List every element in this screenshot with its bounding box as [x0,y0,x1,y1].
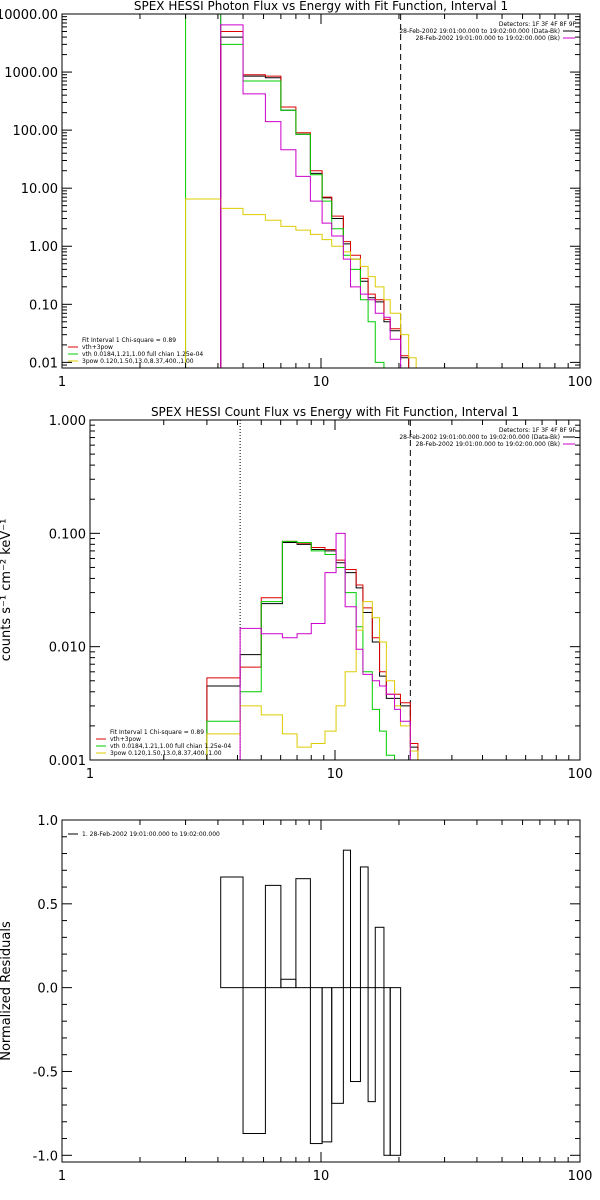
y-tick-label: 10000.00 [0,8,58,23]
plot-area [220,849,402,1156]
y-tick-label: 1.0 [37,814,58,829]
residual-bar [220,876,244,989]
residual-bar [264,884,282,989]
residual-bar [374,926,385,989]
y-tick-label: 0.5 [37,898,58,913]
legend-entry: vth 0.0184,1.21,1.00 full chian 1.25e-04 [82,351,203,358]
series-step-2 [220,30,410,368]
series-step-5 [220,24,402,368]
residual-bar [350,987,361,1083]
legend-entry: 3pow 0.120,1.50,13.0,8.37,400.,1.00 [82,358,194,365]
x-tick-label: 10 [313,1169,330,1184]
y-axis-label: counts s⁻¹ cm⁻² keV⁻¹ [0,519,14,662]
header-line: Detectors: 1F 3F 4F 8F 9F [499,427,577,434]
header-line: 28-Feb-2002 19:01:00.000 to 19:02:00.000… [399,434,560,441]
residual-bar [321,987,333,1143]
chart-title: SPEX HESSI Photon Flux vs Energy with Fi… [134,0,508,13]
series-step-1 [220,36,410,368]
y-tick-label: 1.00 [29,240,58,255]
y-tick-label: 1000.00 [4,66,58,81]
y-tick-label: 10.00 [21,182,58,197]
x-tick-label: 100 [568,1169,593,1184]
x-tick-label: 100 [568,767,593,782]
header-line: Detectors: 1F 3F 4F 8F 9F [499,21,577,28]
residual-bar [309,987,323,1145]
panel-3: 1 10 100 1.0 0.5 0.0 -0.5 -1.0 Normalized Residu… [0,814,592,1184]
residual-bar [280,978,297,989]
legend-entry: 1. 28-Feb-2002 19:01:00.000 to 19:02:00.… [82,831,220,838]
legend-entry: vth+3pow [82,344,113,351]
y-tick-label: -0.5 [33,1065,58,1080]
residual-bar [389,987,402,1156]
residual-bar [331,987,344,1104]
x-tick-label: 100 [568,375,593,390]
chart-title: SPEX HESSI Count Flux vs Energy with Fit… [151,405,519,419]
series-step-4 [206,601,419,760]
y-tick-label: 0.010 [49,641,86,656]
panel-1: SPEX HESSI Photon Flux vs Energy with Fi… [0,0,592,390]
x-tick-label: 10 [313,375,330,390]
residual-bar [383,987,391,1156]
y-tick-label: 100.00 [13,124,59,139]
residual-bar [367,987,376,1103]
y-tick-label: 0.0 [37,982,58,997]
plot-frame [61,819,581,1163]
series-step-4 [185,198,417,368]
legend-entry: vth 0.0184,1.21,1.00 full chian 1.25e-04 [110,743,231,750]
y-tick-label: 0.01 [29,356,58,371]
legend-entry: 3pow 0.120,1.50,13.0,8.37,400.,1.00 [110,750,222,757]
legend-entry: vth+3pow [110,736,141,743]
series-step-5 [239,532,411,760]
residual-bar [295,878,311,989]
plot-frame [61,13,581,369]
residual-bar [342,849,352,989]
residual-bar [242,987,266,1134]
x-tick-label: 1 [58,375,66,390]
y-axis-label: Normalized Residuals [0,921,14,1061]
y-tick-label: 0.10 [29,298,58,313]
y-tick-label: 0.001 [49,754,86,769]
plot-area [185,14,417,368]
legend-entry: Fit Interval 1 Chi-square = 0.89 [82,337,176,344]
header-line: 28-Feb-2002 19:01:00.000 to 19:02:00.000… [416,35,560,42]
plot-frame [89,419,581,761]
series-step-3 [185,14,385,368]
x-tick-label: 10 [327,767,344,782]
x-tick-label: 1 [58,1169,66,1184]
y-tick-label: -1.0 [33,1149,58,1164]
x-tick-label: 1 [86,767,94,782]
y-tick-label: 1.000 [49,414,86,429]
y-tick-label: 0.100 [49,527,86,542]
panel-2: SPEX HESSI Count Flux vs Energy with Fit… [0,405,592,782]
header-line: 28-Feb-2002 19:01:00.000 to 19:02:00.000… [416,441,560,448]
series-step-3 [206,540,411,760]
legend-entry: Fit Interval 1 Chi-square = 0.89 [110,729,204,736]
header-line: 28-Feb-2002 19:01:00.000 to 19:02:00.000… [399,28,560,35]
plot-area [206,420,419,760]
residual-bar [359,866,369,989]
